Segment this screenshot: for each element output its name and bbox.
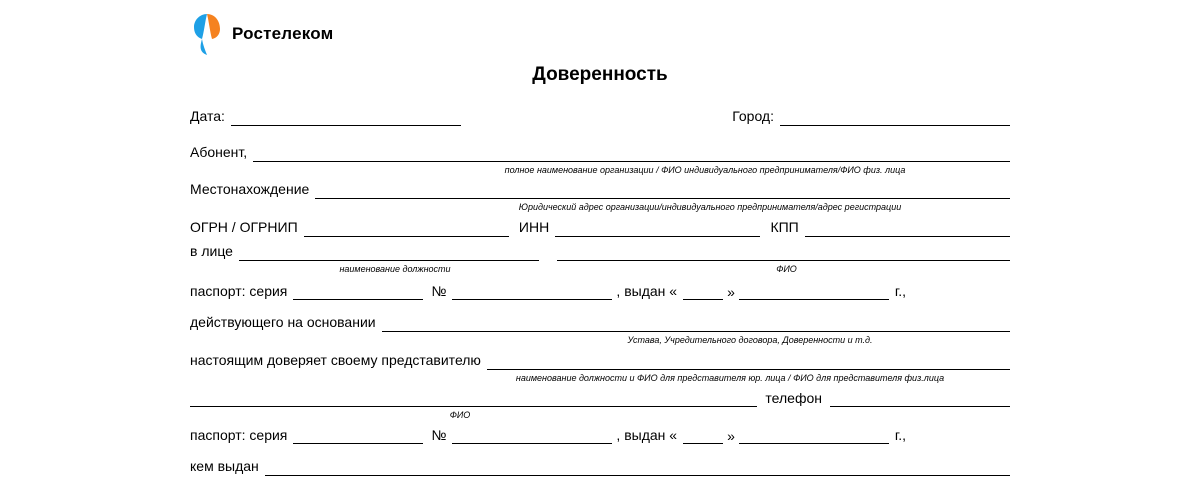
year2-suffix: г., (889, 427, 912, 445)
year-suffix: г., (889, 283, 912, 301)
location-hint: Юридический адрес организации/индивидуал… (190, 203, 1010, 213)
represented-block: в лице наименование должности ФИО (190, 243, 1010, 281)
passport2-series-label: паспорт: серия (190, 427, 293, 445)
document-title: Доверенность (190, 64, 1010, 86)
passport2-number-label: № (423, 427, 452, 445)
brand-block: Ростелеком (190, 12, 1010, 56)
location-label: Местонахождение (190, 181, 315, 199)
row-issued-by: кем выдан (190, 458, 1010, 476)
rep-fio-field[interactable] (190, 391, 757, 407)
row-ogrn-inn-kpp: ОГРН / ОГРНИП ИНН КПП (190, 219, 1010, 237)
issued2-close: » (723, 428, 739, 445)
acting-label: действующего на основании (190, 314, 382, 332)
passport2-number-field[interactable] (452, 428, 612, 444)
row-passport-2: паспорт: серия № , выдан « » г., (190, 427, 1010, 445)
date-field[interactable] (231, 110, 461, 126)
rostelecom-logo-icon (190, 12, 224, 56)
document-page: Ростелеком Доверенность Дата: Город: Або… (190, 0, 1010, 476)
issued-by-field[interactable] (265, 460, 1010, 476)
represented-label: в лице (190, 243, 239, 261)
passport-series-label: паспорт: серия (190, 283, 293, 301)
fio-phone-block: телефон ФИО (190, 390, 1010, 421)
issued2-day-field[interactable] (683, 428, 723, 444)
fio-field[interactable] (557, 245, 1010, 261)
passport-number-label: № (423, 283, 452, 301)
subscriber-field[interactable] (253, 146, 1010, 162)
passport-series-field[interactable] (293, 284, 423, 300)
kpp-field[interactable] (805, 221, 1010, 237)
issued2-month-field[interactable] (739, 428, 889, 444)
acting-field[interactable] (382, 316, 1010, 332)
location-block: Местонахождение Юридический адрес органи… (190, 181, 1010, 213)
city-field[interactable] (780, 110, 1010, 126)
ogrn-label: ОГРН / ОГРНИП (190, 219, 304, 237)
subscriber-label: Абонент, (190, 144, 253, 162)
issued-close: » (723, 284, 739, 301)
brand-name: Ростелеком (232, 24, 333, 44)
entrusts-hint: наименование должности и ФИО для предста… (190, 374, 1010, 384)
acting-block: действующего на основании Устава, Учреди… (190, 314, 1010, 346)
city-label: Город: (732, 108, 780, 126)
date-label: Дата: (190, 108, 231, 126)
phone-label: телефон (757, 390, 830, 407)
location-field[interactable] (315, 183, 1010, 199)
subscriber-hint: полное наименование организации / ФИО ин… (190, 166, 1010, 176)
issued-month-field[interactable] (739, 284, 889, 300)
issued2-open: , выдан « (612, 427, 683, 445)
fio-hint: ФИО (563, 265, 1010, 275)
row-passport-1: паспорт: серия № , выдан « » г., (190, 283, 1010, 301)
row-date-city: Дата: Город: (190, 108, 1010, 126)
issued-open: , выдан « (612, 283, 683, 301)
entrusts-field[interactable] (487, 354, 1010, 370)
entrusts-block: настоящим доверяет своему представителю … (190, 352, 1010, 384)
issued-by-label: кем выдан (190, 458, 265, 476)
subscriber-block: Абонент, полное наименование организации… (190, 144, 1010, 176)
acting-hint: Устава, Учредительного договора, Доверен… (190, 336, 1010, 346)
passport-number-field[interactable] (452, 284, 612, 300)
position-hint: наименование должности (245, 265, 545, 275)
inn-label: ИНН (509, 219, 555, 237)
issued-day-field[interactable] (683, 284, 723, 300)
ogrn-field[interactable] (304, 221, 509, 237)
rep-fio-hint: ФИО (310, 411, 610, 421)
passport2-series-field[interactable] (293, 428, 423, 444)
phone-field[interactable] (830, 391, 1010, 407)
kpp-label: КПП (760, 219, 804, 237)
inn-field[interactable] (555, 221, 760, 237)
position-field[interactable] (239, 245, 539, 261)
entrusts-label: настоящим доверяет своему представителю (190, 352, 487, 370)
